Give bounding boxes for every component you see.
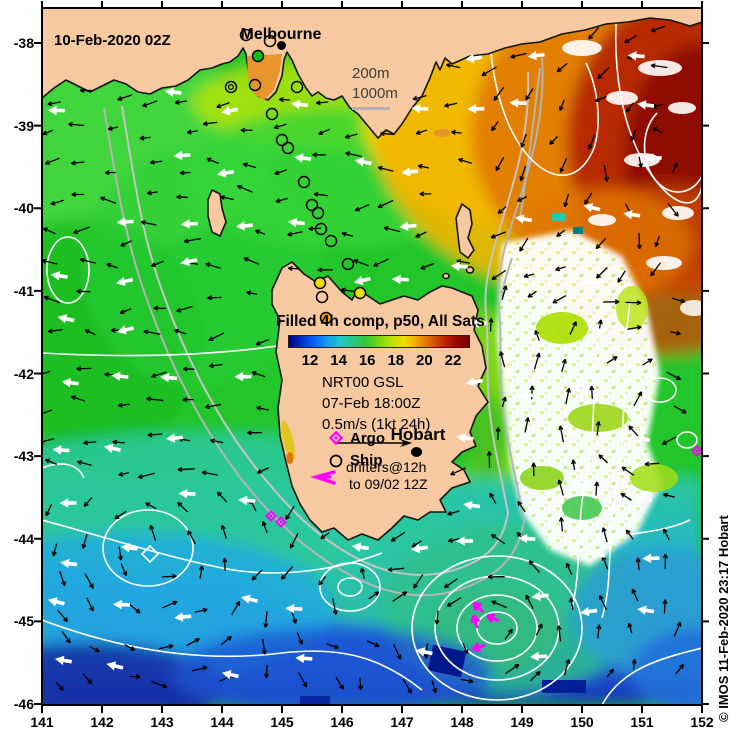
depth-contour-sample xyxy=(352,107,390,110)
y-axis-label: -44 xyxy=(13,530,34,547)
depth-contour-legend: 200m 1000m xyxy=(352,64,398,110)
model-scale: 0.5m/s (1kt 24h) xyxy=(322,416,431,433)
city-label-melbourne: Melbourne xyxy=(240,26,322,43)
y-axis-label: -45 xyxy=(13,613,34,630)
model-info: NRT00 GSL 07-Feb 18:00Z 0.5m/s (1kt 24h) xyxy=(322,372,430,435)
x-axis-label: 144 xyxy=(210,714,234,730)
scale-arrow xyxy=(337,439,412,447)
colorbar-tick-label: 22 xyxy=(444,352,462,369)
colorbar-tick-label: 18 xyxy=(387,352,405,369)
city-dot-melbourne xyxy=(277,41,286,50)
depth-1000m-label: 1000m xyxy=(352,85,398,102)
colorbar-tick-label: 20 xyxy=(416,352,433,369)
ship-observation xyxy=(251,49,265,63)
argo-legend-label: Argo xyxy=(350,430,385,447)
ship-observation xyxy=(353,286,367,300)
drifters-legend-line2: to 09/02 12Z xyxy=(349,476,428,492)
colorbar-tick-label: 16 xyxy=(358,352,376,369)
credit-text: © IMOS 11-Feb-2020 23:17 Hobart xyxy=(716,515,731,722)
city-dot-hobart xyxy=(411,447,422,457)
y-axis-label: -40 xyxy=(13,200,34,217)
ship-legend-label: Ship xyxy=(350,452,383,469)
y-axis-label: -38 xyxy=(13,35,34,51)
colorbar-title: Filled 4h comp, p50, All Sats xyxy=(276,313,485,330)
x-axis-label: 141 xyxy=(30,714,54,730)
model-time: 07-Feb 18:00Z xyxy=(322,395,421,412)
x-axis-label: 145 xyxy=(270,714,294,730)
x-axis-label: 152 xyxy=(690,714,714,730)
x-axis-label: 143 xyxy=(150,714,174,730)
drifter-marker-icon xyxy=(310,470,336,485)
x-axis-label: 149 xyxy=(510,714,534,730)
y-axis-label: -42 xyxy=(13,365,34,382)
y-axis-label: -43 xyxy=(13,448,34,465)
x-axis-label: 148 xyxy=(450,714,474,730)
y-axis-label: -41 xyxy=(13,282,34,299)
ship-observation xyxy=(313,276,327,290)
y-axis-label: -46 xyxy=(13,696,34,712)
x-axis-label: 147 xyxy=(390,714,414,730)
x-axis-label: 142 xyxy=(90,714,114,730)
drifters-legend-line1: drifters@12h xyxy=(346,459,427,475)
depth-200m-label: 200m xyxy=(352,65,390,82)
colorbar xyxy=(288,335,470,348)
argo-marker-icon xyxy=(328,430,344,446)
colorbar-tick-label: 12 xyxy=(301,352,319,369)
ship-marker-icon xyxy=(329,454,343,468)
date-label: 10-Feb-2020 02Z xyxy=(54,32,171,49)
city-label-hobart: Hobart xyxy=(390,425,446,444)
model-name: NRT00 GSL xyxy=(322,374,404,391)
x-axis-label: 150 xyxy=(570,714,594,730)
x-axis-label: 151 xyxy=(630,714,654,730)
x-axis-label: 146 xyxy=(330,714,354,730)
colorbar-tick-label: 14 xyxy=(330,352,347,369)
y-axis-label: -39 xyxy=(13,117,34,134)
